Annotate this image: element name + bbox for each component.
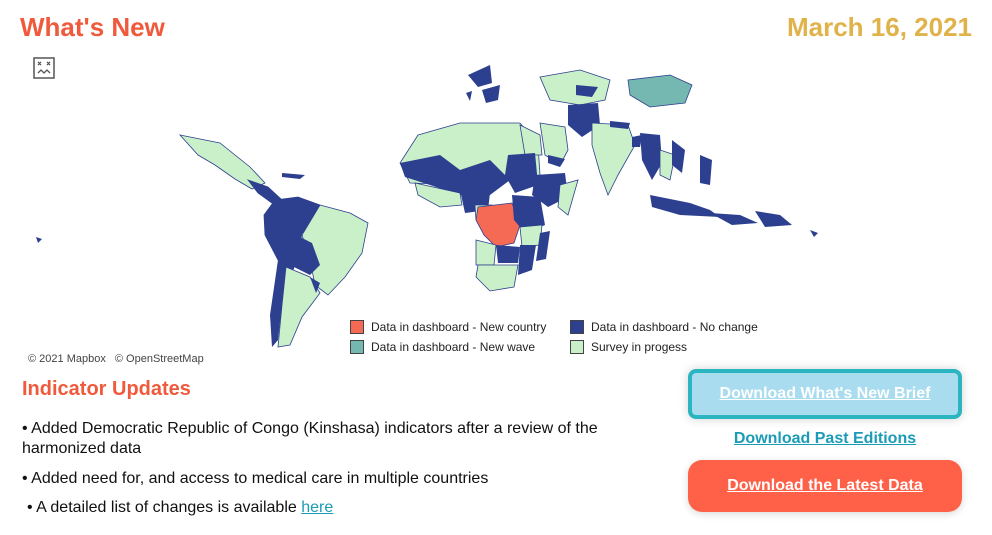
indicator-updates-heading: Indicator Updates — [22, 378, 191, 400]
legend-swatch — [350, 340, 364, 354]
legend-swatch — [350, 320, 364, 334]
country-pacific-islands — [810, 230, 818, 237]
country-mexico — [178, 134, 266, 190]
legend-item-no-change: Data in dashboard - No change — [570, 320, 790, 334]
country-caucasus — [482, 85, 500, 103]
country-egypt — [519, 124, 543, 156]
legend-label: Data in dashboard - New country — [371, 320, 547, 334]
legend-label: Survey in progess — [591, 340, 688, 354]
map-legend: Data in dashboard - New country Data in … — [350, 320, 790, 354]
country-moldova — [466, 91, 472, 101]
osm-attribution[interactable]: © OpenStreetMap — [114, 353, 204, 365]
map-attribution: © 2021 Mapbox © OpenStreetMap — [28, 353, 210, 365]
country-mozambique — [518, 245, 536, 275]
country-uruguay — [310, 277, 320, 293]
update-item: • Added need for, and access to medical … — [22, 470, 489, 487]
country-sudan — [505, 153, 538, 193]
country-caribbean — [282, 173, 305, 179]
world-map[interactable] — [20, 55, 980, 373]
country-mongolia — [627, 74, 693, 108]
country-ukraine — [468, 65, 492, 87]
country-arabia — [539, 122, 569, 166]
mapbox-attribution[interactable]: © 2021 Mapbox — [28, 353, 106, 365]
country-indonesia — [650, 195, 720, 217]
country-thailand — [659, 149, 676, 181]
country-india — [591, 122, 636, 197]
country-png — [755, 211, 792, 227]
country-zambia — [496, 245, 520, 263]
country-kyrgyz — [576, 85, 598, 97]
page-title: What's New — [20, 12, 165, 42]
details-text: • A detailed list of changes is availabl… — [27, 499, 302, 516]
country-yemen — [548, 155, 565, 167]
country-fiji — [36, 237, 42, 243]
edition-date: March 16, 2021 — [786, 12, 972, 42]
download-latest-data-button[interactable]: Download the Latest Data — [688, 460, 962, 512]
country-east-africa — [512, 195, 545, 233]
country-timor — [710, 213, 758, 225]
download-brief-button[interactable]: Download What's New Brief — [688, 369, 962, 419]
update-details: • A detailed list of changes is availabl… — [27, 498, 333, 518]
country-nepal — [610, 121, 630, 129]
country-myanmar — [640, 133, 662, 180]
download-past-editions-link[interactable]: Download Past Editions — [733, 430, 917, 447]
legend-item-new-wave: Data in dashboard - New wave — [350, 340, 570, 354]
country-bangladesh — [632, 135, 642, 147]
country-chile — [270, 260, 286, 347]
legend-item-survey: Survey in progess — [570, 340, 790, 354]
legend-label: Data in dashboard - No change — [591, 320, 758, 334]
country-philippines — [700, 155, 712, 185]
country-somalia — [557, 179, 579, 216]
legend-item-new-country: Data in dashboard - New country — [350, 320, 570, 334]
legend-label: Data in dashboard - New wave — [371, 340, 536, 354]
country-central-asia — [539, 69, 611, 106]
country-bolivia — [292, 233, 320, 275]
legend-swatch — [570, 340, 584, 354]
details-link[interactable]: here — [301, 499, 334, 516]
country-vietnam — [672, 140, 685, 173]
broken-image-icon — [33, 57, 55, 79]
country-sahel — [400, 155, 510, 195]
country-southern-africa — [475, 264, 519, 292]
update-item: • Added Democratic Republic of Congo (Ki… — [22, 420, 598, 457]
country-west-africa — [414, 182, 463, 208]
country-madagascar — [536, 231, 550, 261]
legend-swatch — [570, 320, 584, 334]
